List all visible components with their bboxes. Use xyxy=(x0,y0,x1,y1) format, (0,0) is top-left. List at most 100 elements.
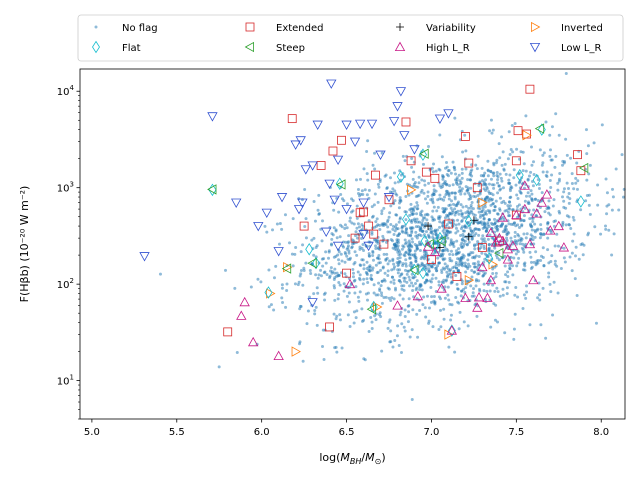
steep-point xyxy=(281,263,292,274)
no-flag-point xyxy=(404,258,408,262)
no-flag-point xyxy=(447,231,451,235)
no-flag-point xyxy=(443,262,447,266)
no-flag-point xyxy=(505,232,509,236)
no-flag-point xyxy=(387,320,391,324)
no-flag-point xyxy=(444,265,448,269)
no-flag-point xyxy=(476,240,480,244)
no-flag-point xyxy=(433,242,437,246)
no-flag-point xyxy=(572,218,576,222)
no-flag-point xyxy=(495,256,499,260)
no-flag-point xyxy=(355,226,359,230)
extended-point xyxy=(384,195,394,205)
no-flag-point xyxy=(544,120,548,124)
no-flag-point xyxy=(491,272,495,276)
no-flag-point xyxy=(401,263,405,267)
no-flag-point xyxy=(390,275,394,279)
low-lr-point xyxy=(273,247,284,257)
no-flag-point xyxy=(385,252,389,256)
no-flag-point xyxy=(351,268,355,272)
no-flag-point xyxy=(447,203,451,207)
no-flag-point xyxy=(509,236,513,240)
no-flag-point xyxy=(494,161,498,165)
no-flag-point xyxy=(457,222,461,226)
low-lr-point xyxy=(293,205,305,215)
no-flag-point xyxy=(565,153,569,157)
no-flag-point xyxy=(421,229,425,233)
no-flag-point xyxy=(439,308,443,312)
no-flag-point xyxy=(401,297,405,301)
no-flag-point xyxy=(503,331,507,335)
no-flag-point xyxy=(478,215,482,219)
no-flag-point xyxy=(403,276,407,280)
no-flag-point xyxy=(382,206,386,210)
high-lr-point xyxy=(472,302,483,312)
no-flag-point xyxy=(407,304,411,308)
no-flag-point xyxy=(321,219,325,223)
no-flag-point xyxy=(397,248,401,252)
no-flag-point xyxy=(411,226,415,230)
no-flag-point xyxy=(471,291,475,295)
no-flag-point xyxy=(515,193,519,197)
no-flag-point xyxy=(274,264,278,268)
no-flag-point xyxy=(484,229,488,233)
no-flag-point xyxy=(340,259,344,263)
low-lr-point xyxy=(324,179,335,190)
no-flag-point xyxy=(471,221,475,225)
no-flag-point xyxy=(448,256,452,260)
no-flag-point xyxy=(281,300,285,304)
no-flag-point xyxy=(506,275,510,279)
low-lr-point xyxy=(443,109,454,119)
no-flag-point xyxy=(344,240,348,244)
no-flag-point xyxy=(494,199,498,203)
no-flag-point xyxy=(381,266,385,270)
no-flag-point xyxy=(586,144,590,148)
legend-label-no-flag: No flag xyxy=(122,23,158,34)
no-flag-point xyxy=(392,278,396,282)
no-flag-point xyxy=(425,278,429,282)
no-flag-point xyxy=(371,258,375,262)
no-flag-point xyxy=(410,230,414,234)
no-flag-point xyxy=(348,325,352,329)
no-flag-point xyxy=(306,309,310,313)
no-flag-point xyxy=(464,270,468,274)
inverted-point xyxy=(488,259,498,270)
no-flag-point xyxy=(539,254,543,258)
no-flag-point xyxy=(435,228,439,232)
extended-point xyxy=(452,272,462,281)
no-flag-point xyxy=(462,235,466,239)
no-flag-point xyxy=(464,167,468,171)
no-flag-point xyxy=(327,256,331,260)
no-flag-point xyxy=(359,192,363,196)
no-flag-point xyxy=(396,238,400,242)
no-flag-point xyxy=(605,191,609,195)
extended-point xyxy=(355,208,365,218)
extended-point xyxy=(573,150,582,160)
no-flag-point xyxy=(476,194,480,198)
no-flag-point xyxy=(304,236,308,240)
no-flag-point xyxy=(526,201,530,205)
y-axis-label: F(Hβb) (10⁻²⁰ W m⁻²) xyxy=(18,186,31,303)
no-flag-point xyxy=(440,280,444,284)
no-flag-point xyxy=(447,194,451,198)
no-flag-point xyxy=(360,307,364,311)
no-flag-point xyxy=(340,225,344,229)
no-flag-point xyxy=(332,208,336,212)
no-flag-point xyxy=(563,260,567,264)
no-flag-point xyxy=(532,173,536,177)
no-flag-point xyxy=(531,184,535,188)
no-flag-point xyxy=(386,225,390,229)
extended-point xyxy=(342,268,351,278)
no-flag-point xyxy=(339,193,343,197)
no-flag-point xyxy=(552,280,556,284)
no-flag-point xyxy=(561,159,565,163)
no-flag-point xyxy=(407,252,411,256)
no-flag-point xyxy=(370,320,374,324)
high-lr-point xyxy=(422,241,434,251)
no-flag-point xyxy=(441,248,445,252)
no-flag-point xyxy=(553,262,557,266)
no-flag-point xyxy=(562,246,566,250)
no-flag-point xyxy=(314,255,318,259)
no-flag-point xyxy=(473,265,477,269)
no-flag-point xyxy=(524,194,528,198)
no-flag-point xyxy=(414,259,418,263)
